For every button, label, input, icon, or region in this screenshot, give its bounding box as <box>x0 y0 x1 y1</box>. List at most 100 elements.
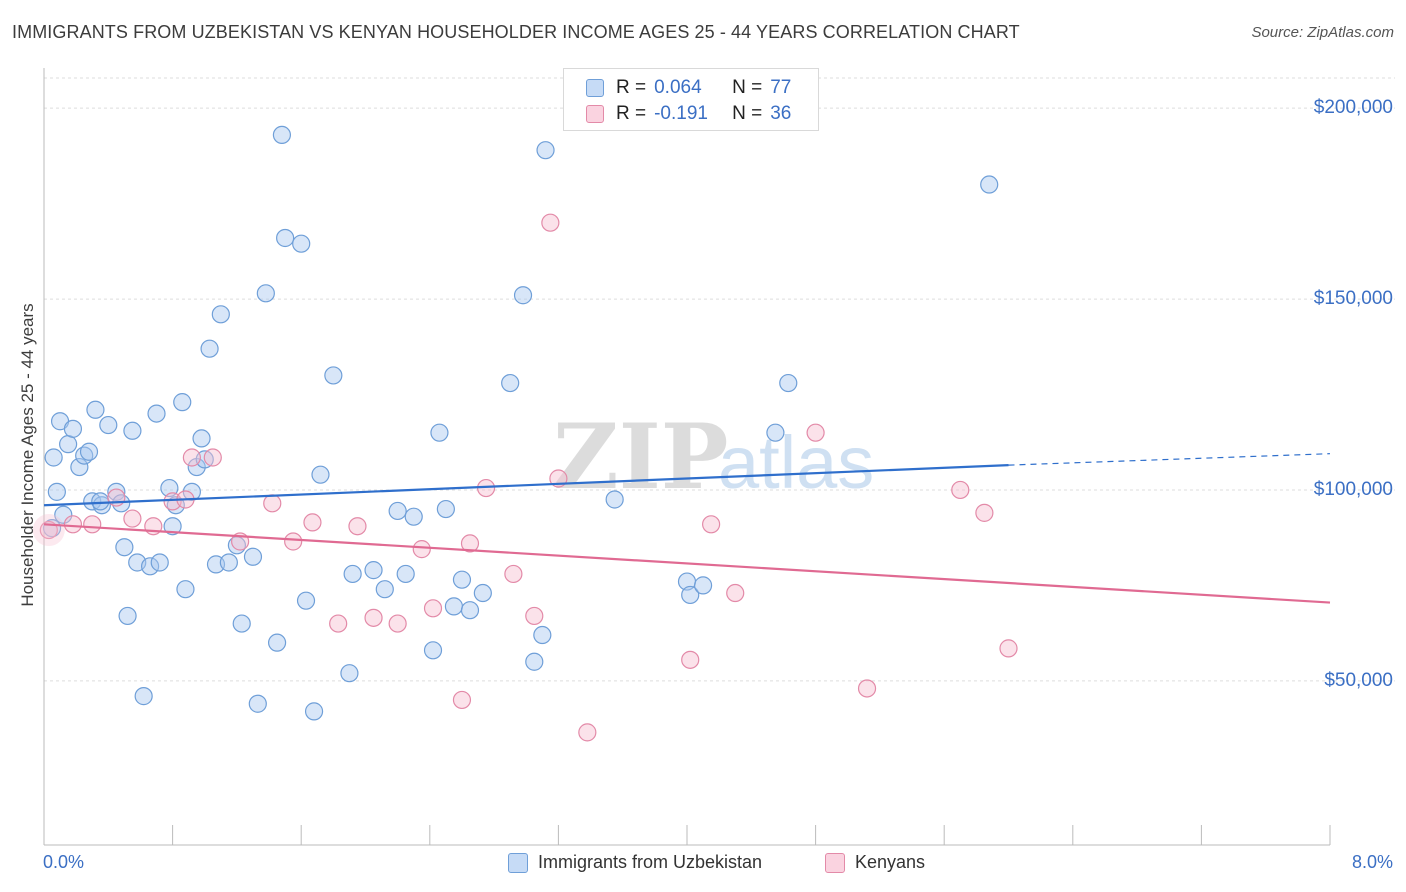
kenyan-point <box>857 679 877 698</box>
legend-row-kenyans: R = -0.191 N = 36 <box>586 103 791 125</box>
uzbekistan-point <box>59 435 78 454</box>
uzbekistan-point <box>340 664 359 683</box>
uzbekistan-point <box>513 286 533 305</box>
kenyan-point <box>329 614 348 633</box>
kenyan-point <box>951 480 970 500</box>
kenyan-point <box>123 509 142 528</box>
uzbekistan-point <box>134 687 153 706</box>
uzbekistan-point <box>123 421 142 440</box>
uzbekistan-point <box>256 284 275 303</box>
uzbekistan-point <box>107 482 126 501</box>
uzbekistan-point <box>248 694 267 713</box>
legend-r-value: 0.064 <box>654 77 702 98</box>
uzbekistan-point <box>436 499 455 519</box>
source-label: Source: ZipAtlas.com <box>1251 24 1394 41</box>
uzbekistan-point <box>118 606 137 626</box>
uzbekistan-point <box>182 482 201 501</box>
uzbekistan-point <box>176 580 195 599</box>
chart-title: IMMIGRANTS FROM UZBEKISTAN VS KENYAN HOU… <box>12 22 1020 42</box>
uzbekistan-point <box>86 400 105 419</box>
uzbekistan-point <box>311 465 330 484</box>
uzbekistan-point <box>219 553 238 572</box>
legend-n-label: N = <box>732 77 763 98</box>
uzbekistan-point <box>779 373 798 393</box>
uzbekistan-point <box>681 585 700 605</box>
legend-r-value: -0.191 <box>654 103 708 124</box>
uzbekistan-point <box>605 490 624 509</box>
legend-swatch-uzbekistan <box>508 852 528 873</box>
legend-item-kenyans: Kenyans <box>825 852 925 873</box>
y-tick-label: $200,000 <box>1313 97 1393 119</box>
legend-label-kenyans: Kenyans <box>855 852 926 872</box>
kenyan-point <box>999 639 1018 658</box>
uzbekistan-point <box>99 415 118 435</box>
kenyan-point <box>806 423 825 442</box>
uzbekistan-trend-line <box>43 464 1009 507</box>
uzbekistan-point <box>430 423 449 442</box>
kenyan-point <box>460 534 480 553</box>
kenyan-point <box>303 513 322 532</box>
uzbekistan-point <box>444 597 464 616</box>
uzbekistan-point <box>160 478 179 498</box>
uzbekistan-point <box>533 625 552 645</box>
legend-n-value: 77 <box>770 77 792 98</box>
uzbekistan-point <box>192 429 211 448</box>
y-tick-label: $150,000 <box>1313 288 1393 310</box>
uzbekistan-trend-line-extension <box>1008 453 1331 466</box>
legend-r-label: R = <box>616 103 647 124</box>
legend-row-uzbekistan: R = 0.064 N = 77 <box>586 77 791 99</box>
kenyan-point <box>423 599 443 618</box>
uzbekistan-point <box>44 448 63 467</box>
legend-swatch-kenyans <box>586 105 604 123</box>
x-tick-label-min: 0.0% <box>43 852 85 872</box>
uzbekistan-point <box>200 339 219 358</box>
uzbekistan-point <box>296 591 316 610</box>
kenyan-point <box>388 614 407 633</box>
kenyan-cluster-point <box>32 514 65 547</box>
kenyan-point <box>726 583 745 603</box>
uzbekistan-point <box>211 305 230 324</box>
uzbekistan-point <box>343 564 362 584</box>
kenyan-point <box>975 503 994 522</box>
legend-r-label: R = <box>616 77 647 98</box>
kenyan-point <box>525 606 544 626</box>
uzbekistan-point <box>473 583 492 603</box>
legend-swatch-kenyans <box>825 852 845 873</box>
uzbekistan-point <box>140 557 160 576</box>
uzbekistan-point <box>375 580 394 599</box>
kenyan-trend-line <box>43 523 1331 604</box>
kenyan-point <box>364 608 383 627</box>
legend-n-label: N = <box>732 103 763 124</box>
uzbekistan-point <box>452 570 472 589</box>
uzbekistan-point <box>47 482 66 501</box>
uzbekistan-point <box>693 576 713 595</box>
uzbekistan-point <box>150 553 169 572</box>
kenyan-point <box>63 515 83 534</box>
uzbekistan-point <box>91 492 110 511</box>
kenyan-point <box>284 532 303 551</box>
uzbekistan-point <box>388 501 407 521</box>
kenyan-point <box>182 448 201 467</box>
uzbekistan-point <box>54 505 73 524</box>
uzbekistan-point <box>980 175 999 194</box>
uzbekistan-point <box>404 507 423 526</box>
uzbekistan-point <box>364 561 383 580</box>
legend-item-uzbekistan: Immigrants from Uzbekistan <box>508 852 762 873</box>
x-tick-label-max: 8.0% <box>1351 852 1393 872</box>
kenyan-point <box>541 213 560 232</box>
uzbekistan-point <box>396 564 415 584</box>
uzbekistan-point <box>63 419 83 438</box>
legend-n-value: 36 <box>770 103 792 124</box>
series-legend: Immigrants from Uzbekistan Kenyans <box>0 852 1406 876</box>
uzbekistan-point <box>115 538 134 557</box>
uzbekistan-point <box>501 373 520 393</box>
uzbekistan-point <box>276 228 295 248</box>
y-axis-label: Householder Income Ages 25 - 44 years <box>18 303 37 607</box>
legend-label-uzbekistan: Immigrants from Uzbekistan <box>538 852 763 872</box>
uzbekistan-point <box>232 614 251 633</box>
kenyan-point <box>203 448 222 467</box>
kenyan-point <box>578 723 597 742</box>
kenyan-point <box>681 650 700 669</box>
uzbekistan-point <box>460 601 480 620</box>
kenyan-point <box>452 690 472 710</box>
